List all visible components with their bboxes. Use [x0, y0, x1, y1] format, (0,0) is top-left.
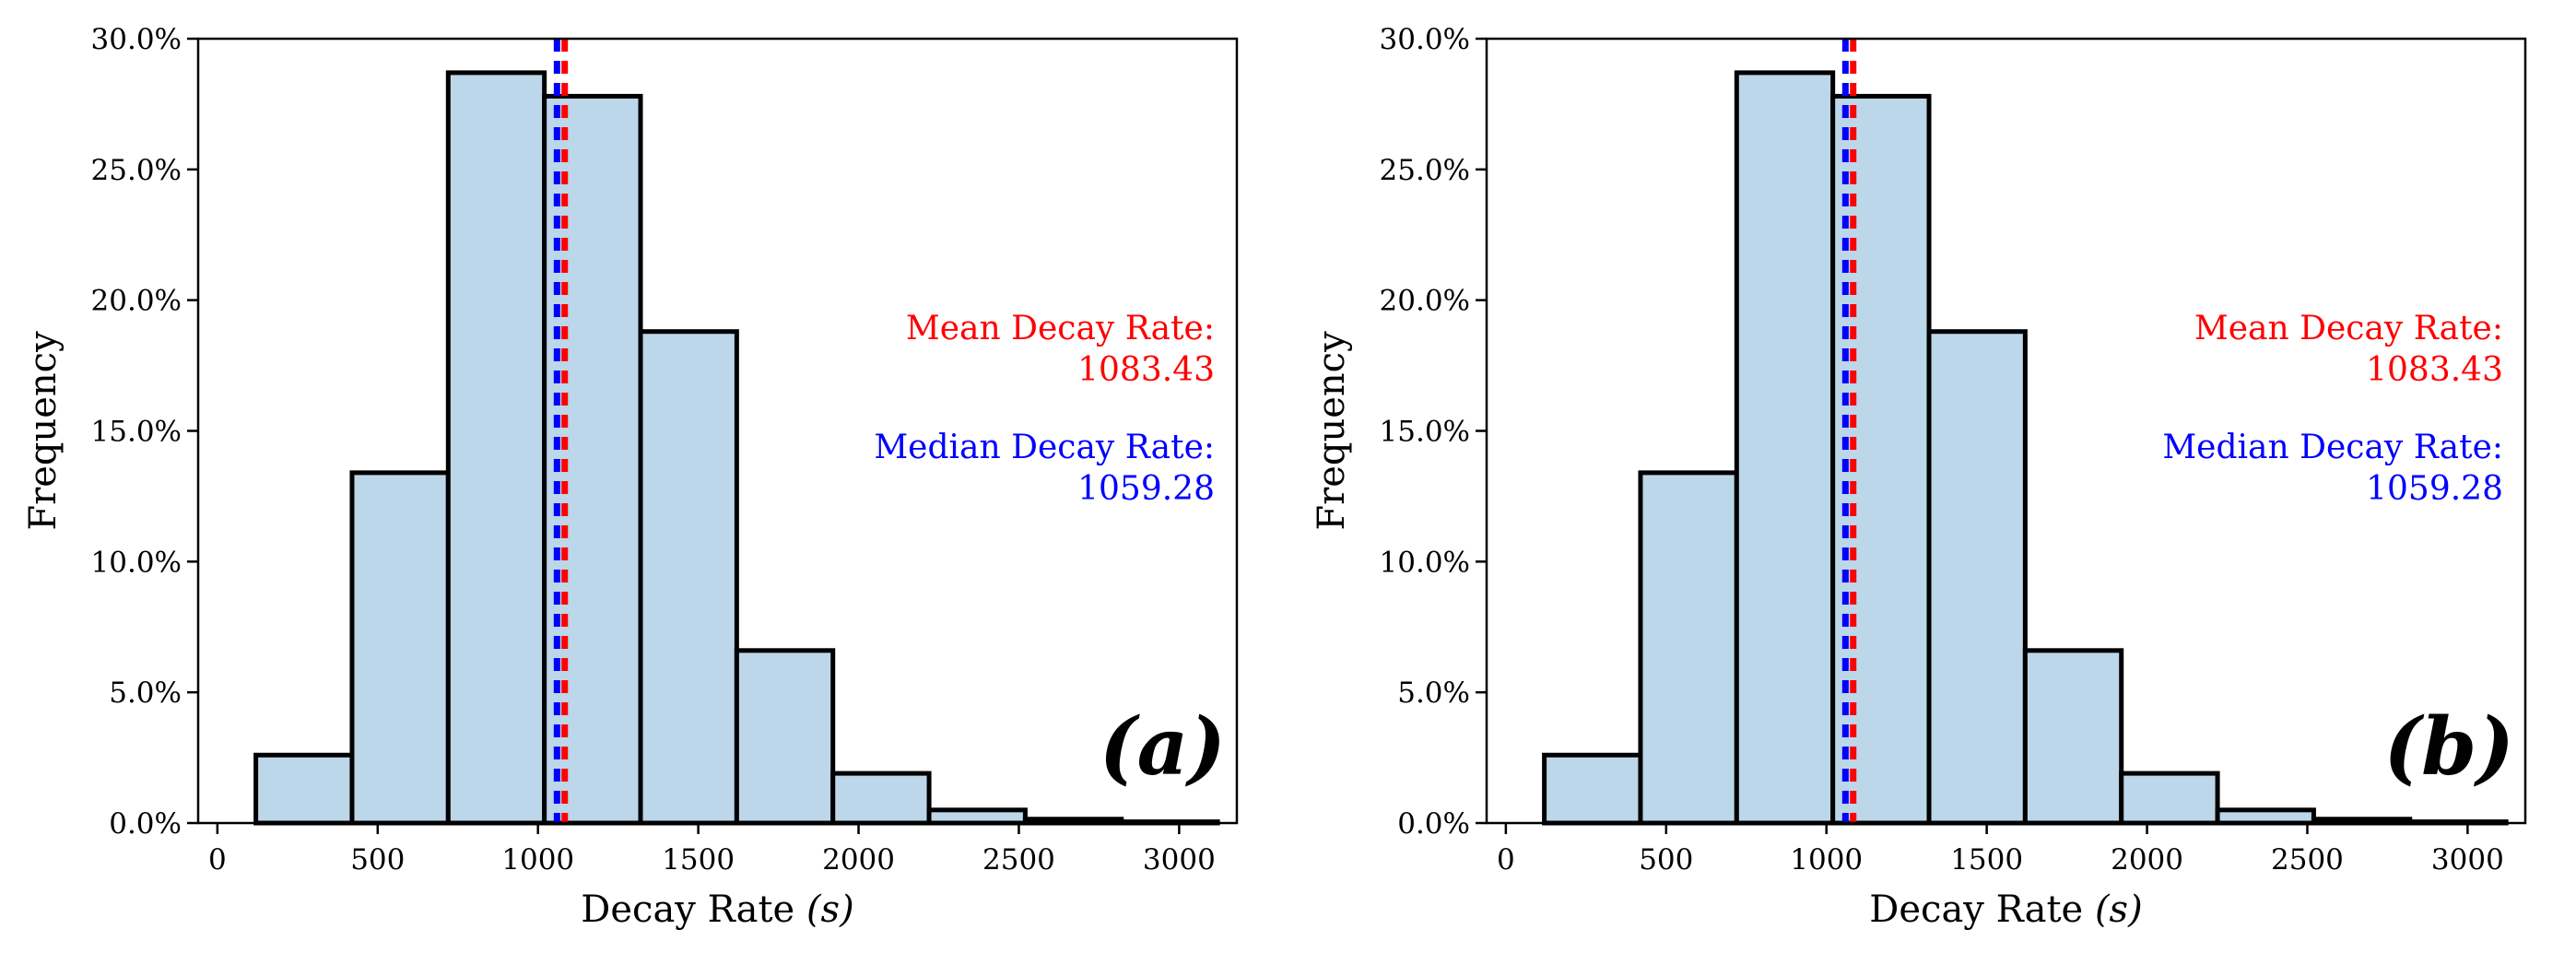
histogram-bar-2 [1734, 70, 1836, 826]
x-axis-label: Decay Rate (s) [581, 888, 853, 931]
y-axis-label: Frequency [22, 331, 65, 531]
panel-label: (b) [2383, 700, 2514, 794]
y-tick-label: 10.0% [91, 546, 182, 579]
y-tick-label: 15.0% [1380, 416, 1470, 449]
x-axis-label-unit: (s) [806, 888, 854, 931]
histogram-bar-3 [1830, 93, 1932, 826]
y-tick-label: 30.0% [1380, 23, 1470, 56]
x-tick-label: 1000 [1790, 843, 1863, 877]
y-tick-label: 10.0% [1380, 546, 1470, 579]
histogram-chart-a: 0.0% 5.0% 10.0% 15.0% 20.0% 25.0% 30.0% 0 500 100… [22, 23, 1239, 931]
median-label: Median Decay Rate: [874, 429, 1215, 466]
mean-label: Mean Decay Rate: [906, 310, 1215, 347]
x-tick-label: 2000 [822, 843, 895, 877]
median-value: 1059.28 [1077, 470, 1215, 508]
mean-value: 1083.43 [1077, 351, 1215, 389]
histogram-bar-5 [2022, 648, 2124, 826]
y-tick-label: 0.0% [109, 807, 182, 841]
histogram-chart-b: 0.0% 5.0% 10.0% 15.0% 20.0% 25.0% 30.0% 0 500 100… [1311, 23, 2527, 931]
y-axis-label: Frequency [1311, 331, 1353, 531]
x-tick-label: 0 [208, 843, 227, 877]
histogram-bar-7 [2215, 807, 2316, 826]
histogram-bars [253, 70, 1220, 826]
x-tick-label: 3000 [1143, 843, 1216, 877]
histogram-bar-1 [349, 470, 451, 826]
y-tick-label: 25.0% [1380, 154, 1470, 187]
panel-label: (a) [1100, 700, 1226, 794]
histogram-bar-7 [926, 807, 1028, 826]
y-tick-label: 15.0% [91, 416, 182, 449]
x-tick-label: 0 [1497, 843, 1515, 877]
histogram-bars [1542, 70, 2509, 826]
y-tick-label: 5.0% [109, 677, 182, 710]
histogram-bar-0 [1542, 752, 1643, 826]
x-axis-label-text: Decay Rate [1869, 888, 2095, 931]
x-tick-label: 1500 [662, 843, 735, 877]
x-tick-label: 500 [1639, 843, 1693, 877]
histogram-bar-5 [734, 648, 836, 826]
histogram-bar-4 [1926, 329, 2028, 826]
y-tick-label: 5.0% [1397, 677, 1470, 710]
x-tick-label: 1500 [1950, 843, 2023, 877]
x-tick-label: 500 [350, 843, 405, 877]
histogram-bar-0 [253, 752, 355, 826]
x-tick-label: 1000 [501, 843, 574, 877]
histogram-bar-6 [830, 771, 932, 826]
mean-value: 1083.43 [2366, 351, 2503, 389]
histogram-panel-b: 0.0% 5.0% 10.0% 15.0% 20.0% 25.0% 30.0% 0 500 100… [1288, 0, 2576, 953]
y-tick-label: 30.0% [91, 23, 182, 56]
y-tick-label: 25.0% [91, 154, 182, 187]
x-axis-label: Decay Rate (s) [1869, 888, 2142, 931]
median-label: Median Decay Rate: [2162, 429, 2503, 466]
histogram-panel-a: 0.0% 5.0% 10.0% 15.0% 20.0% 25.0% 30.0% 0 500 100… [22, 23, 1239, 931]
mean-label: Mean Decay Rate: [2194, 310, 2503, 347]
y-tick-label: 20.0% [1380, 285, 1470, 318]
x-tick-label: 2500 [2271, 843, 2344, 877]
x-tick-label: 3000 [2431, 843, 2504, 877]
y-tick-label: 20.0% [91, 285, 182, 318]
x-axis-label-text: Decay Rate [581, 888, 806, 931]
x-tick-label: 2500 [982, 843, 1055, 877]
x-axis-label-unit: (s) [2095, 888, 2143, 931]
median-value: 1059.28 [2366, 470, 2503, 508]
x-tick-label: 2000 [2111, 843, 2183, 877]
histogram-bar-4 [638, 329, 739, 826]
histogram-bar-1 [1638, 470, 1739, 826]
y-tick-label: 0.0% [1397, 807, 1470, 841]
histogram-bar-2 [445, 70, 547, 826]
histogram-bar-6 [2119, 771, 2220, 826]
